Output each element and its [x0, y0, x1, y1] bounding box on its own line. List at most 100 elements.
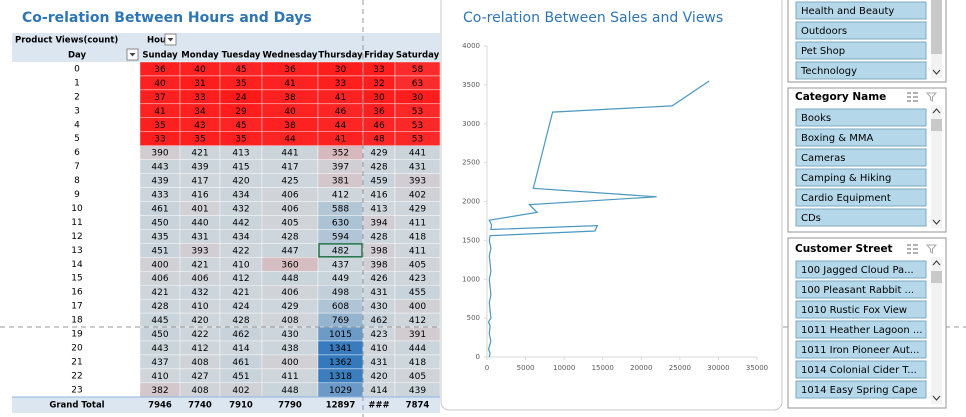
x-tick-label: 35000 — [746, 364, 768, 372]
scrollbar-thumb[interactable] — [931, 271, 942, 283]
total-value: 7946 — [148, 401, 172, 411]
slicer-item: 1014 Easy Spring Cape — [801, 385, 917, 396]
scroll-down[interactable] — [932, 395, 941, 401]
cell-value: 423 — [409, 274, 426, 284]
cell-value: 439 — [191, 163, 208, 173]
cell-value: 418 — [409, 232, 426, 242]
clear-filter-icon[interactable] — [925, 244, 938, 254]
selected-cell — [318, 243, 363, 258]
cell-value: 41 — [335, 93, 346, 103]
x-tick-label: 30000 — [707, 364, 729, 372]
cell-value: 420 — [191, 316, 208, 326]
scroll-down[interactable] — [932, 219, 941, 225]
slicer-item-button[interactable] — [795, 21, 927, 40]
value-field: Product Views(count) — [15, 36, 118, 46]
cell-value: 400 — [151, 260, 168, 270]
cell-value: 443 — [151, 344, 168, 354]
slicer-item: Pet Shop — [801, 46, 845, 57]
slicer-item-button[interactable] — [795, 208, 927, 227]
cell-value: 48 — [373, 135, 385, 145]
cell-value: 430 — [281, 330, 298, 340]
cell-value: 35 — [235, 135, 246, 145]
scrollbar-track — [931, 257, 942, 404]
cell-value: 431 — [409, 163, 426, 173]
cell-value: 410 — [191, 302, 208, 312]
cell-value: 35 — [154, 121, 165, 131]
cell-value: 449 — [332, 274, 349, 284]
cell-value: 33 — [194, 93, 205, 103]
slicer-item-button[interactable] — [795, 380, 927, 399]
column-header: Sunday — [142, 51, 178, 61]
cell-value: 451 — [151, 246, 168, 256]
cell-value: 45 — [235, 121, 246, 131]
row-label: 11 — [71, 218, 82, 228]
cell-value: 40 — [194, 65, 206, 75]
cell-value: 405 — [409, 372, 426, 382]
slicer-item-button[interactable] — [795, 320, 927, 339]
row-label: 2 — [74, 92, 80, 102]
row-label: 7 — [74, 162, 80, 172]
slicer-item: Technology — [800, 66, 857, 77]
cell-value: 455 — [409, 288, 426, 298]
row-label: 4 — [74, 120, 80, 130]
cell-value: 38 — [284, 93, 296, 103]
cell-value: 422 — [232, 246, 249, 256]
slicer-item-button[interactable] — [795, 108, 927, 127]
cell-value: 38 — [284, 121, 296, 131]
chart: 0 500 1000 1500 2000 2500 3000 3500 4000 0 5000 100… — [462, 42, 768, 372]
x-tick-label: 15000 — [592, 364, 614, 372]
total-value: 7910 — [229, 401, 253, 411]
cell-value: 381 — [332, 177, 349, 187]
cell-value: 444 — [409, 344, 426, 354]
slicer-item-button[interactable] — [795, 280, 927, 299]
slicer-item-button[interactable] — [795, 188, 927, 207]
cell-value: 36 — [284, 65, 296, 75]
cell-value: 33 — [335, 79, 346, 89]
cell-value: 53 — [412, 107, 423, 117]
dropdown-arrow — [129, 53, 136, 57]
column-header: Thursday — [318, 51, 363, 61]
cell-value: 448 — [281, 386, 298, 396]
row-label: 18 — [71, 316, 83, 326]
cell-value: 482 — [332, 246, 349, 256]
clear-filter-icon[interactable] — [925, 92, 938, 102]
cell-value: 450 — [151, 330, 168, 340]
cell-value: 46 — [373, 121, 385, 131]
slicer-item-button[interactable] — [795, 128, 927, 147]
slicer-item-button[interactable] — [795, 61, 927, 80]
cell-value: 411 — [409, 246, 426, 256]
cell-value: 447 — [281, 246, 298, 256]
cell-value: 421 — [191, 149, 208, 159]
multi-select-icon[interactable] — [907, 244, 918, 254]
scroll-down[interactable] — [932, 69, 941, 75]
cell-value: 30 — [335, 65, 347, 75]
cell-value: 58 — [412, 65, 424, 75]
scrollbar-thumb[interactable] — [931, 119, 942, 131]
cell-value: 462 — [232, 330, 249, 340]
column-header: Wednesday — [263, 51, 318, 61]
scroll-up[interactable] — [932, 260, 941, 266]
row-label: 8 — [74, 176, 80, 186]
y-tick-label: 3500 — [462, 81, 480, 89]
pivot-title: Co-relation Between Hours and Days — [22, 10, 312, 26]
slicer-item-button[interactable] — [795, 360, 927, 379]
slicer-item-button[interactable] — [795, 168, 927, 187]
slicer-item-button[interactable] — [795, 340, 927, 359]
cell-value: 406 — [281, 288, 298, 298]
slicer-item-button[interactable] — [795, 300, 927, 319]
cell-value: 36 — [154, 65, 166, 75]
cell-value: 412 — [191, 344, 208, 354]
slicer-item-button[interactable] — [795, 1, 927, 20]
cell-value: 35 — [235, 79, 246, 89]
y-tick-label: 4000 — [462, 42, 480, 50]
slicer-item-button[interactable] — [795, 260, 927, 279]
cell-value: 391 — [409, 330, 426, 340]
multi-select-icon[interactable] — [907, 92, 918, 102]
slicer-item: Cameras — [801, 153, 845, 164]
scroll-up[interactable] — [932, 108, 941, 114]
total-value: 7790 — [278, 401, 302, 411]
slicer-item-button[interactable] — [795, 41, 927, 60]
slicer-item-button[interactable] — [795, 148, 927, 167]
row-label: 0 — [74, 64, 80, 74]
scrollbar-thumb[interactable] — [931, 0, 942, 54]
